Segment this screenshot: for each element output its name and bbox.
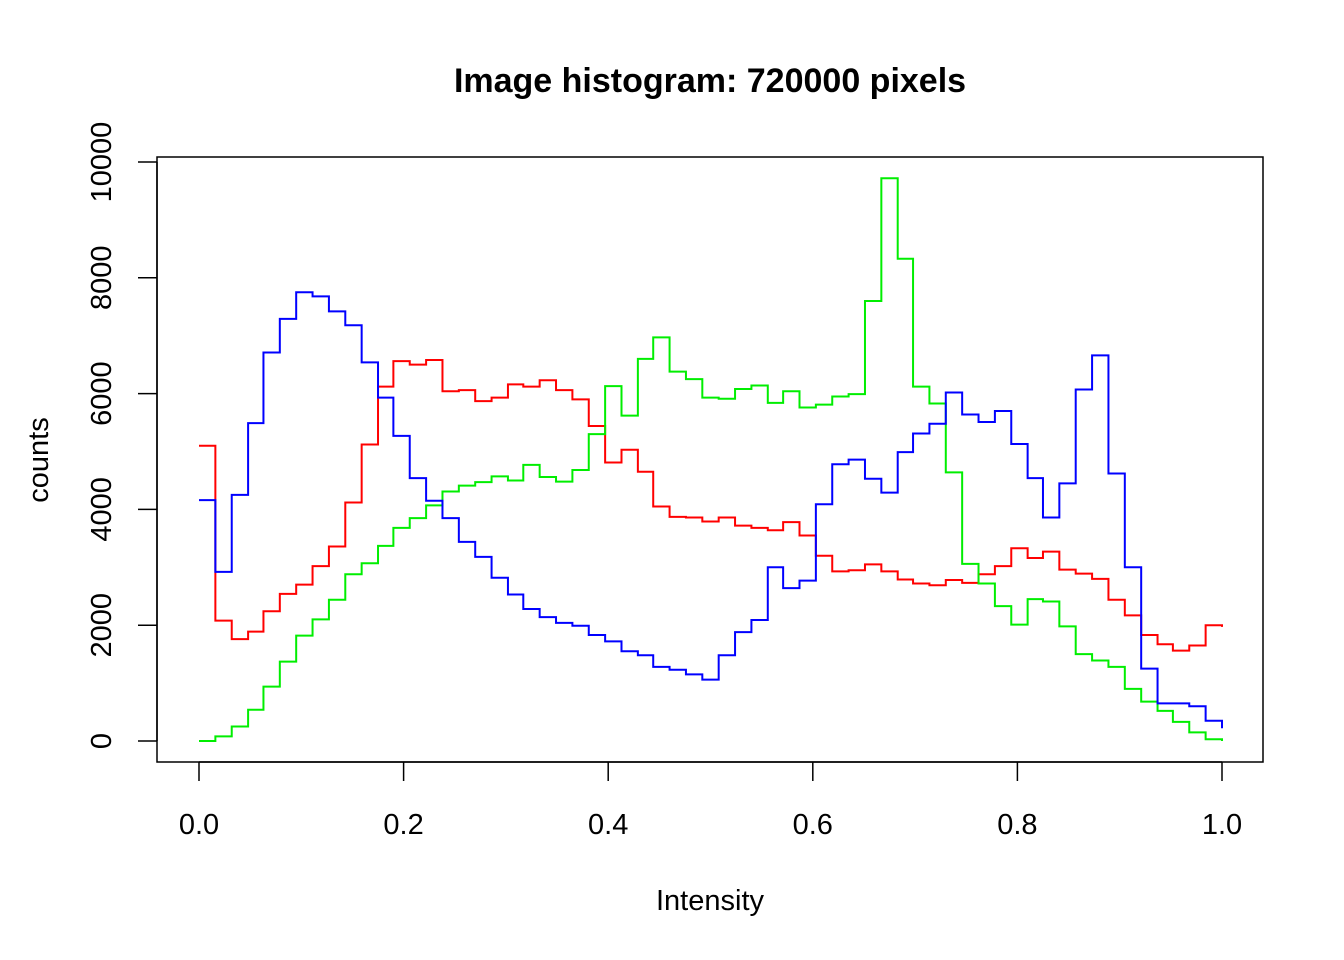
plot-area-border	[156, 156, 1264, 763]
chart-title: Image histogram: 720000 pixels	[454, 62, 966, 100]
x-tick-label: 0.8	[997, 809, 1037, 841]
x-axis-label: Intensity	[656, 885, 764, 917]
x-tick-label: 0.4	[588, 809, 628, 841]
y-axis-label: counts	[23, 417, 55, 502]
x-tick-label: 0.2	[383, 809, 423, 841]
y-tick-label: 8000	[86, 246, 118, 311]
x-tick-label: 0.6	[793, 809, 833, 841]
x-tick-label: 1.0	[1202, 809, 1242, 841]
series-line-1	[199, 359, 1223, 652]
y-axis: 0 2000 4000 6000 8000 10000	[86, 122, 158, 749]
y-tick-label: 0	[86, 733, 118, 749]
series-group	[199, 177, 1223, 742]
x-tick-label: 0.0	[179, 809, 219, 841]
x-axis: 0.0 0.2 0.4 0.6 0.8 1.0	[179, 761, 1242, 841]
y-tick-label: 10000	[86, 122, 118, 203]
series-line-2	[199, 177, 1223, 742]
y-tick-label: 2000	[86, 593, 118, 658]
y-tick-label: 6000	[86, 361, 118, 426]
y-tick-label: 4000	[86, 477, 118, 542]
series-line-3	[199, 291, 1223, 729]
